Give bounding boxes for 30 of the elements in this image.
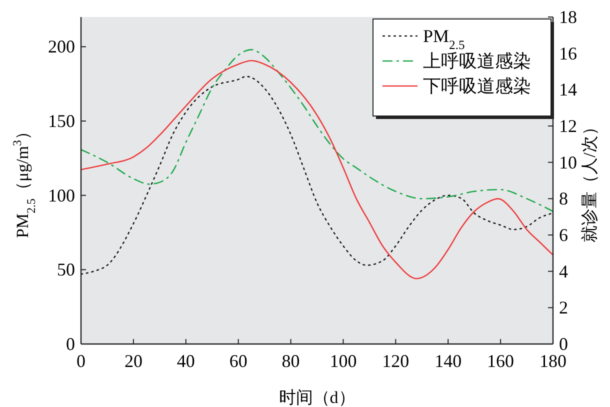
y2-tick-label: 12 — [559, 116, 577, 136]
y-tick-label: 50 — [57, 260, 75, 280]
x-tick-label: 80 — [282, 351, 300, 371]
y-tick-label: 100 — [48, 185, 75, 206]
line-series — [81, 49, 553, 212]
x-axis-title: 时间（d） — [278, 388, 356, 407]
x-tick-label: 140 — [434, 351, 462, 371]
x-tick-label: 180 — [540, 351, 566, 371]
legend-label: 上呼吸道感染 — [423, 51, 531, 71]
y-tick-label: 150 — [48, 111, 75, 132]
y2-tick-label: 18 — [559, 7, 577, 27]
y-tick-label: 0 — [66, 334, 75, 354]
y2-tick-label: 8 — [559, 188, 568, 209]
y2-tick-label: 16 — [559, 43, 577, 64]
y2-tick-label: 14 — [559, 80, 577, 100]
y2-tick-label: 10 — [559, 152, 577, 172]
y2-tick-label: 6 — [559, 225, 568, 245]
y2-tick-label: 2 — [559, 298, 568, 318]
x-tick-label: 20 — [124, 351, 142, 371]
legend-label: PM$_{2.5}$ — [423, 26, 465, 52]
x-tick-label: 40 — [176, 351, 195, 371]
y2-tick-label: 0 — [559, 334, 568, 354]
y2-axis-title: 就诊量（人/次） — [580, 118, 599, 242]
x-tick-label: 120 — [382, 351, 410, 371]
y-tick-label: 200 — [48, 36, 75, 57]
y2-tick-label: 4 — [559, 261, 568, 282]
legend-label: 下呼吸道感染 — [423, 76, 531, 96]
x-tick-label: 100 — [330, 351, 357, 371]
x-tick-label: 160 — [487, 351, 514, 371]
x-tick-label: 60 — [229, 351, 248, 371]
